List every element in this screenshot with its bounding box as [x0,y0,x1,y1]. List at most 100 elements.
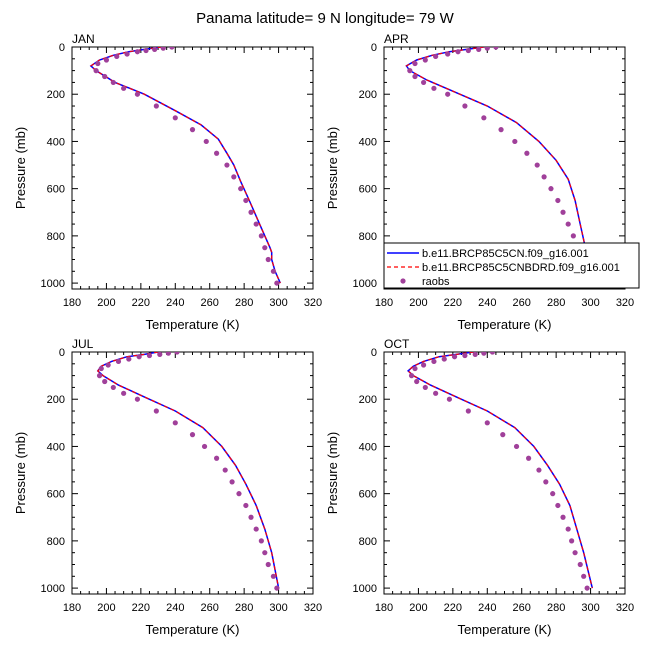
x-tick-label: 320 [304,602,322,614]
x-tick-label: 320 [616,297,634,309]
y-tick-label: 400 [359,441,377,453]
raobs-point [136,354,142,360]
raobs-point [121,85,127,91]
raobs-point [229,479,235,485]
x-axis-title: Temperature (K) [146,622,240,637]
x-tick-label: 320 [304,297,322,309]
y-tick-label: 0 [59,347,65,359]
raobs-point [189,127,196,133]
x-tick-label: 200 [409,602,427,614]
y-tick-label: 400 [47,136,65,148]
raobs-point [115,358,122,365]
raobs-point [174,352,180,355]
raobs-point [253,526,259,532]
panel-jan: 180 200 220 240 260 280 300 320 0 200 400 600 800 100… [13,32,322,332]
raobs-point [462,103,468,109]
raobs-point [581,573,587,579]
raobs-point [258,538,264,544]
x-tick-label: 180 [375,297,393,309]
x-tick-label: 240 [478,602,496,614]
x-tick-label: 200 [97,297,115,309]
x-tick-label: 300 [269,297,287,309]
raobs-point [500,432,506,438]
raobs-point [146,352,153,359]
raobs-point [165,352,171,356]
raobs-point [248,514,254,520]
raobs-point [422,384,428,391]
raobs-point [455,49,461,55]
raobs-point [224,162,230,168]
raobs-point [98,365,104,372]
raobs-point [96,373,103,379]
raobs-point [265,256,271,263]
raobs-point [124,51,130,57]
series-line-cn [96,352,280,589]
raobs-point [433,390,439,396]
raobs-point [95,60,101,67]
raobs-point [412,60,418,67]
raobs-point [189,432,196,438]
raobs-point [270,268,277,274]
y-tick-label: 200 [47,89,65,101]
raobs-point [498,127,504,133]
x-tick-label: 260 [201,602,219,614]
raobs-point [565,221,571,227]
series-line-bdrd [96,352,280,589]
raobs-point [253,221,259,227]
raobs-point [481,352,487,356]
x-tick-label: 280 [547,297,565,309]
raobs-point [584,585,590,591]
x-tick-label: 220 [444,297,462,309]
raobs-point [543,479,549,485]
raobs-point [262,550,268,556]
raobs-point [238,186,244,192]
raobs-point [126,356,132,362]
raobs-point [570,233,576,239]
raobs-point [465,47,471,54]
x-tick-label: 220 [132,297,150,309]
legend-label: b.e11.BRCP85C5CN.f09_g16.001 [422,248,589,260]
raobs-point [555,197,561,204]
raobs-point [420,362,427,368]
y-tick-label: 1000 [41,278,65,290]
raobs-point [93,68,99,74]
legend-box [383,242,640,289]
raobs-point [243,197,249,204]
raobs-point [560,209,566,215]
raobs-point [258,233,264,239]
plot-frame [71,46,314,290]
y-tick-label: 400 [47,441,65,453]
x-tick-label: 180 [63,602,81,614]
x-tick-label: 280 [235,297,253,309]
x-tick-label: 240 [166,297,184,309]
raobs-point [548,186,554,192]
raobs-point [222,467,228,473]
panel-label: OCT [384,337,410,351]
raobs-point [433,53,439,60]
raobs-point [420,79,427,86]
x-tick-label: 280 [235,602,253,614]
raobs-point [550,491,556,497]
y-tick-label: 800 [47,231,65,243]
x-tick-label: 240 [166,602,184,614]
raobs-point [412,365,418,372]
raobs-point [102,378,108,385]
panel-oct: 180 200 220 240 260 280 300 320 0 200 400 600 800 100… [325,337,634,637]
raobs-point [169,47,175,50]
raobs-point [451,354,458,360]
x-tick-label: 200 [97,602,115,614]
raobs-point [493,47,499,50]
raobs-point [472,352,478,357]
raobs-point [172,115,178,121]
raobs-point [114,53,120,60]
raobs-point [560,514,566,520]
raobs-point [248,209,254,215]
series-group [406,352,594,591]
series-line-bdrd [89,47,281,284]
x-tick-label: 180 [375,602,393,614]
y-axis-title: Pressure (mb) [325,432,340,514]
raobs-point [134,396,141,402]
raobs-point [412,73,418,80]
raobs-point [572,550,578,556]
raobs-point [534,162,540,168]
